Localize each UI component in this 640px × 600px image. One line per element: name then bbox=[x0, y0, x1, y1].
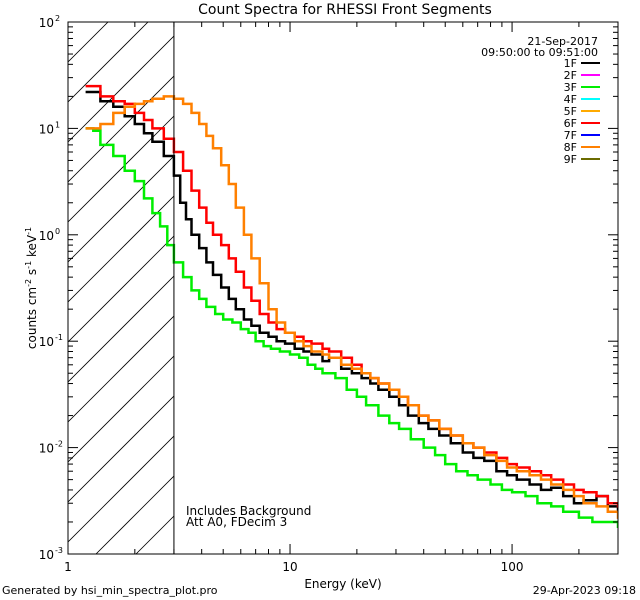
plot-frame bbox=[67, 21, 619, 555]
annotation-background: Includes Background bbox=[186, 504, 311, 518]
series-6F bbox=[85, 84, 618, 508]
legend-label-3F: 3F bbox=[564, 81, 577, 94]
generated-by-label: Generated by hsi_min_spectra_plot.pro bbox=[2, 584, 218, 597]
series-8F bbox=[85, 95, 618, 519]
legend-label-4F: 4F bbox=[564, 93, 577, 106]
date-label: 21-Sep-2017 bbox=[527, 35, 598, 48]
y-tick-exponent: 2 bbox=[55, 14, 60, 23]
time-range-label: 09:50:00 to 09:51:00 bbox=[481, 46, 598, 59]
y-tick-label: 10 bbox=[39, 442, 54, 456]
legend-label-5F: 5F bbox=[564, 105, 577, 118]
legend-label-8F: 8F bbox=[564, 141, 577, 154]
x-tick-label: 100 bbox=[501, 560, 524, 574]
y-tick-exponent: -2 bbox=[55, 440, 63, 449]
series-1F bbox=[85, 90, 618, 513]
annotation-attenuator: Att A0, FDecim 3 bbox=[186, 515, 287, 529]
y-tick-label: 10 bbox=[39, 548, 54, 562]
shaded-background-region bbox=[68, 22, 618, 554]
y-tick-label: 10 bbox=[39, 122, 54, 136]
y-tick-label: 10 bbox=[39, 335, 54, 349]
timestamp-label: 29-Apr-2023 09:18 bbox=[533, 584, 636, 597]
x-tick-label: 1 bbox=[64, 560, 72, 574]
legend-label-1F: 1F bbox=[564, 57, 577, 70]
y-axis-label: counts cm-2 s-1 keV-1 bbox=[24, 227, 39, 349]
x-tick-label: 10 bbox=[282, 560, 297, 574]
x-axis-label: Energy (keV) bbox=[304, 577, 381, 591]
legend-label-7F: 7F bbox=[564, 129, 577, 142]
legend-label-2F: 2F bbox=[564, 69, 577, 82]
y-tick-label: 10 bbox=[39, 16, 54, 30]
y-tick-exponent: 1 bbox=[55, 120, 60, 129]
legend-label-9F: 9F bbox=[564, 153, 577, 166]
series-layer bbox=[85, 84, 618, 529]
y-tick-exponent: -1 bbox=[55, 333, 63, 342]
y-tick-exponent: 0 bbox=[55, 227, 60, 236]
series-3F bbox=[85, 127, 618, 529]
chart-title: Count Spectra for RHESSI Front Segments bbox=[198, 2, 492, 18]
legend-label-6F: 6F bbox=[564, 117, 577, 130]
y-tick-label: 10 bbox=[39, 229, 54, 243]
y-tick-exponent: -3 bbox=[55, 546, 63, 555]
